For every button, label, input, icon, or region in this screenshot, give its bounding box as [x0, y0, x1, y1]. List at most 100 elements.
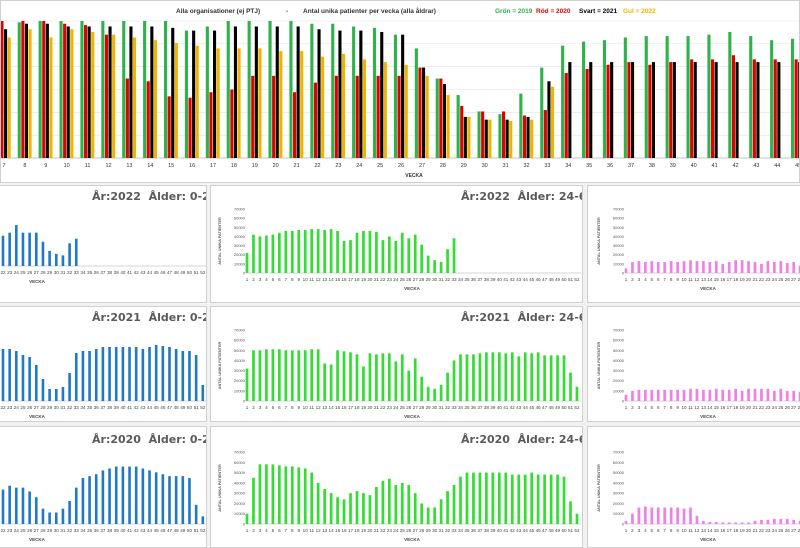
- bar-week-20: [747, 388, 750, 401]
- x-tick-label: 5: [651, 528, 654, 533]
- bar-week-11: [689, 388, 692, 401]
- y-tick-label: 40000: [613, 480, 625, 485]
- bar-week-41: [128, 466, 131, 524]
- bar-svart-15: [171, 27, 175, 158]
- bar-week-24: [394, 361, 398, 401]
- x-tick-label: 18: [733, 528, 739, 533]
- bar-week-26: [785, 262, 789, 273]
- x-tick-label: 4: [265, 405, 268, 410]
- bar-week-8: [669, 507, 673, 524]
- bar-week-4: [265, 349, 268, 401]
- bar-week-11: [689, 260, 692, 273]
- bar-week-27: [413, 234, 417, 273]
- x-tick-label: 5: [651, 277, 654, 282]
- x-tick-label: 25: [778, 528, 784, 533]
- bar-röd-38: [648, 64, 652, 158]
- bar-week-13: [323, 489, 326, 524]
- x-tick-label: 1: [625, 405, 628, 410]
- main-chart: 7 8 9 10 11 12 13 14 15 16 17 18 19 20 21 22 23 24 25 26 27 2…: [1, 20, 799, 179]
- bar-grön-10: [59, 21, 63, 158]
- bar-grön-28: [435, 78, 439, 158]
- bar-week-17: [727, 522, 731, 524]
- bar-week-28: [420, 244, 424, 273]
- bar-week-9: [297, 467, 301, 524]
- x-tick-label: 24: [393, 277, 399, 282]
- x-tick-label: 33: [451, 528, 457, 533]
- bar-week-44: [148, 470, 151, 524]
- x-tick-label: 42: [134, 405, 140, 410]
- x-tick-label: 52: [574, 528, 580, 533]
- x-tick-label: 24: [393, 405, 399, 410]
- x-tick-label: 10: [681, 528, 687, 533]
- y-axis-label: ANTAL UNIKA PATIENTER: [597, 342, 601, 390]
- bar-week-31: [439, 499, 443, 524]
- bar-week-15: [336, 497, 339, 524]
- bar-svart-29: [463, 116, 467, 158]
- panel-r2c1-title-year: År:2021: [92, 311, 141, 324]
- x-tick-label: 9: [676, 405, 679, 410]
- bar-grön-13: [122, 21, 126, 158]
- bar-röd-41: [711, 59, 715, 158]
- x-tick-label: 44: [147, 528, 153, 533]
- bar-svart-28: [442, 84, 446, 158]
- bar-week-37: [478, 472, 482, 524]
- x-tick-label: 39: [670, 163, 676, 169]
- bar-svart-10: [66, 26, 70, 159]
- x-tick-label: 24: [772, 405, 778, 410]
- bar-röd-23: [334, 75, 338, 158]
- chart-r3c1: 22 23 24 25 26 27 28 29 30 31 32 33 34 35 36 37 38 39 40 41…: [0, 466, 206, 542]
- bar-grön-39: [665, 36, 669, 158]
- bar-gul-16: [195, 45, 199, 158]
- bar-röd-29: [460, 105, 464, 158]
- x-tick-label: 45: [529, 277, 535, 282]
- bar-röd-9: [42, 21, 46, 158]
- x-tick-label: 26: [785, 277, 791, 282]
- bar-svart-26: [401, 34, 405, 159]
- bar-grön-15: [164, 21, 168, 158]
- x-tick-label: 42: [134, 270, 140, 275]
- chart-r2c2: 0 10000 20000 30000 40000 50000 60000 70000 ANTA…: [218, 328, 581, 419]
- bar-week-8: [290, 466, 294, 524]
- y-tick-label: 70000: [613, 207, 625, 212]
- x-tick-label: 14: [329, 528, 335, 533]
- x-tick-label: 37: [477, 405, 483, 410]
- x-tick-label: 43: [140, 405, 146, 410]
- bar-gul-21: [300, 51, 304, 158]
- x-tick-label: 25: [377, 163, 383, 169]
- bar-gul-22: [321, 56, 325, 159]
- x-tick-label: 30: [54, 270, 60, 275]
- bar-grön-45: [791, 38, 795, 159]
- x-tick-label: 10: [64, 163, 70, 169]
- x-tick-label: 22: [380, 405, 386, 410]
- x-tick-label: 14: [147, 163, 153, 169]
- bar-week-24: [394, 484, 398, 524]
- bar-röd-21: [293, 92, 297, 158]
- bar-week-32: [446, 372, 449, 401]
- bar-week-46: [161, 346, 165, 401]
- bar-grön-16: [184, 30, 188, 159]
- bar-svart-8: [24, 23, 28, 158]
- x-tick-label: 21: [374, 277, 380, 282]
- y-tick-label: 70000: [613, 450, 625, 455]
- x-tick-label: 35: [464, 528, 470, 533]
- x-tick-label: 11: [309, 405, 314, 410]
- x-tick-label: 17: [727, 405, 733, 410]
- bar-röd-28: [439, 78, 443, 158]
- x-tick-label: 14: [707, 405, 713, 410]
- x-tick-label: 44: [147, 270, 153, 275]
- x-tick-label: 27: [419, 163, 425, 169]
- x-tick-label: 6: [278, 528, 281, 533]
- x-tick-label: 38: [484, 405, 490, 410]
- x-tick-label: 25: [778, 405, 784, 410]
- bar-week-25: [779, 518, 783, 524]
- bar-week-26: [28, 232, 31, 266]
- bar-grön-32: [519, 93, 523, 158]
- bar-week-15: [336, 350, 339, 401]
- y-tick-label: 30000: [234, 243, 246, 248]
- chart-r3c3: 0 10000 20000 30000 40000 50000 60000 70000 ANTA…: [597, 450, 800, 542]
- y-tick-label: 60000: [613, 338, 625, 343]
- panel-r3c1-title-year: År:2020: [92, 433, 141, 446]
- y-tick-label: 30000: [234, 368, 246, 373]
- y-tick-label: 50000: [234, 348, 246, 353]
- x-tick-label: 49: [555, 528, 561, 533]
